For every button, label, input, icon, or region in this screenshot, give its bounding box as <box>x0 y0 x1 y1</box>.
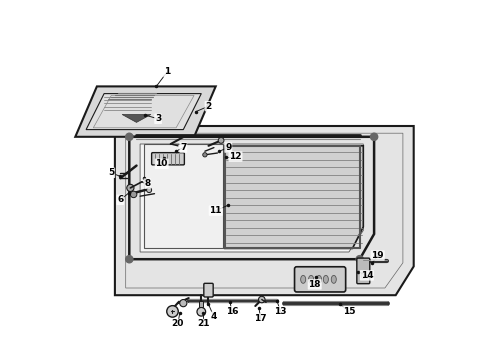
Ellipse shape <box>308 275 313 283</box>
Circle shape <box>197 307 205 316</box>
Circle shape <box>130 191 137 198</box>
Circle shape <box>218 138 224 143</box>
Polygon shape <box>122 114 151 122</box>
Text: 6: 6 <box>117 195 123 204</box>
Text: 5: 5 <box>108 168 114 177</box>
Text: 9: 9 <box>224 143 231 152</box>
FancyBboxPatch shape <box>356 258 369 284</box>
Circle shape <box>258 296 264 303</box>
Ellipse shape <box>316 275 321 283</box>
Text: 4: 4 <box>210 312 217 321</box>
Text: 19: 19 <box>370 251 383 260</box>
Circle shape <box>179 300 186 307</box>
Text: 3: 3 <box>155 114 161 123</box>
Text: 10: 10 <box>155 159 167 168</box>
Circle shape <box>146 188 151 193</box>
Circle shape <box>355 256 363 263</box>
Ellipse shape <box>330 275 336 283</box>
Polygon shape <box>224 146 363 248</box>
Ellipse shape <box>361 272 365 279</box>
Circle shape <box>166 306 178 317</box>
Polygon shape <box>86 94 201 130</box>
Polygon shape <box>143 144 223 248</box>
Ellipse shape <box>300 275 305 283</box>
FancyBboxPatch shape <box>151 153 184 165</box>
Text: 15: 15 <box>342 307 354 316</box>
Text: 13: 13 <box>274 307 286 316</box>
Polygon shape <box>140 144 363 252</box>
Circle shape <box>126 184 134 192</box>
Bar <box>199 301 203 307</box>
Circle shape <box>203 153 206 157</box>
Text: 21: 21 <box>197 320 209 328</box>
Circle shape <box>125 133 133 140</box>
FancyBboxPatch shape <box>203 283 213 297</box>
Text: 8: 8 <box>144 179 150 188</box>
Circle shape <box>370 133 377 140</box>
Circle shape <box>125 256 133 263</box>
Ellipse shape <box>323 275 328 283</box>
Text: 11: 11 <box>209 206 222 215</box>
Polygon shape <box>75 86 215 137</box>
Text: 18: 18 <box>308 280 320 289</box>
Text: 1: 1 <box>163 68 170 77</box>
Text: 7: 7 <box>180 143 186 152</box>
FancyBboxPatch shape <box>294 267 345 292</box>
Text: 12: 12 <box>229 152 241 161</box>
Polygon shape <box>115 126 413 295</box>
Text: 16: 16 <box>225 307 238 316</box>
Text: 2: 2 <box>205 102 211 111</box>
Text: 20: 20 <box>171 320 183 328</box>
Text: 17: 17 <box>254 314 266 323</box>
Text: 14: 14 <box>360 271 372 280</box>
